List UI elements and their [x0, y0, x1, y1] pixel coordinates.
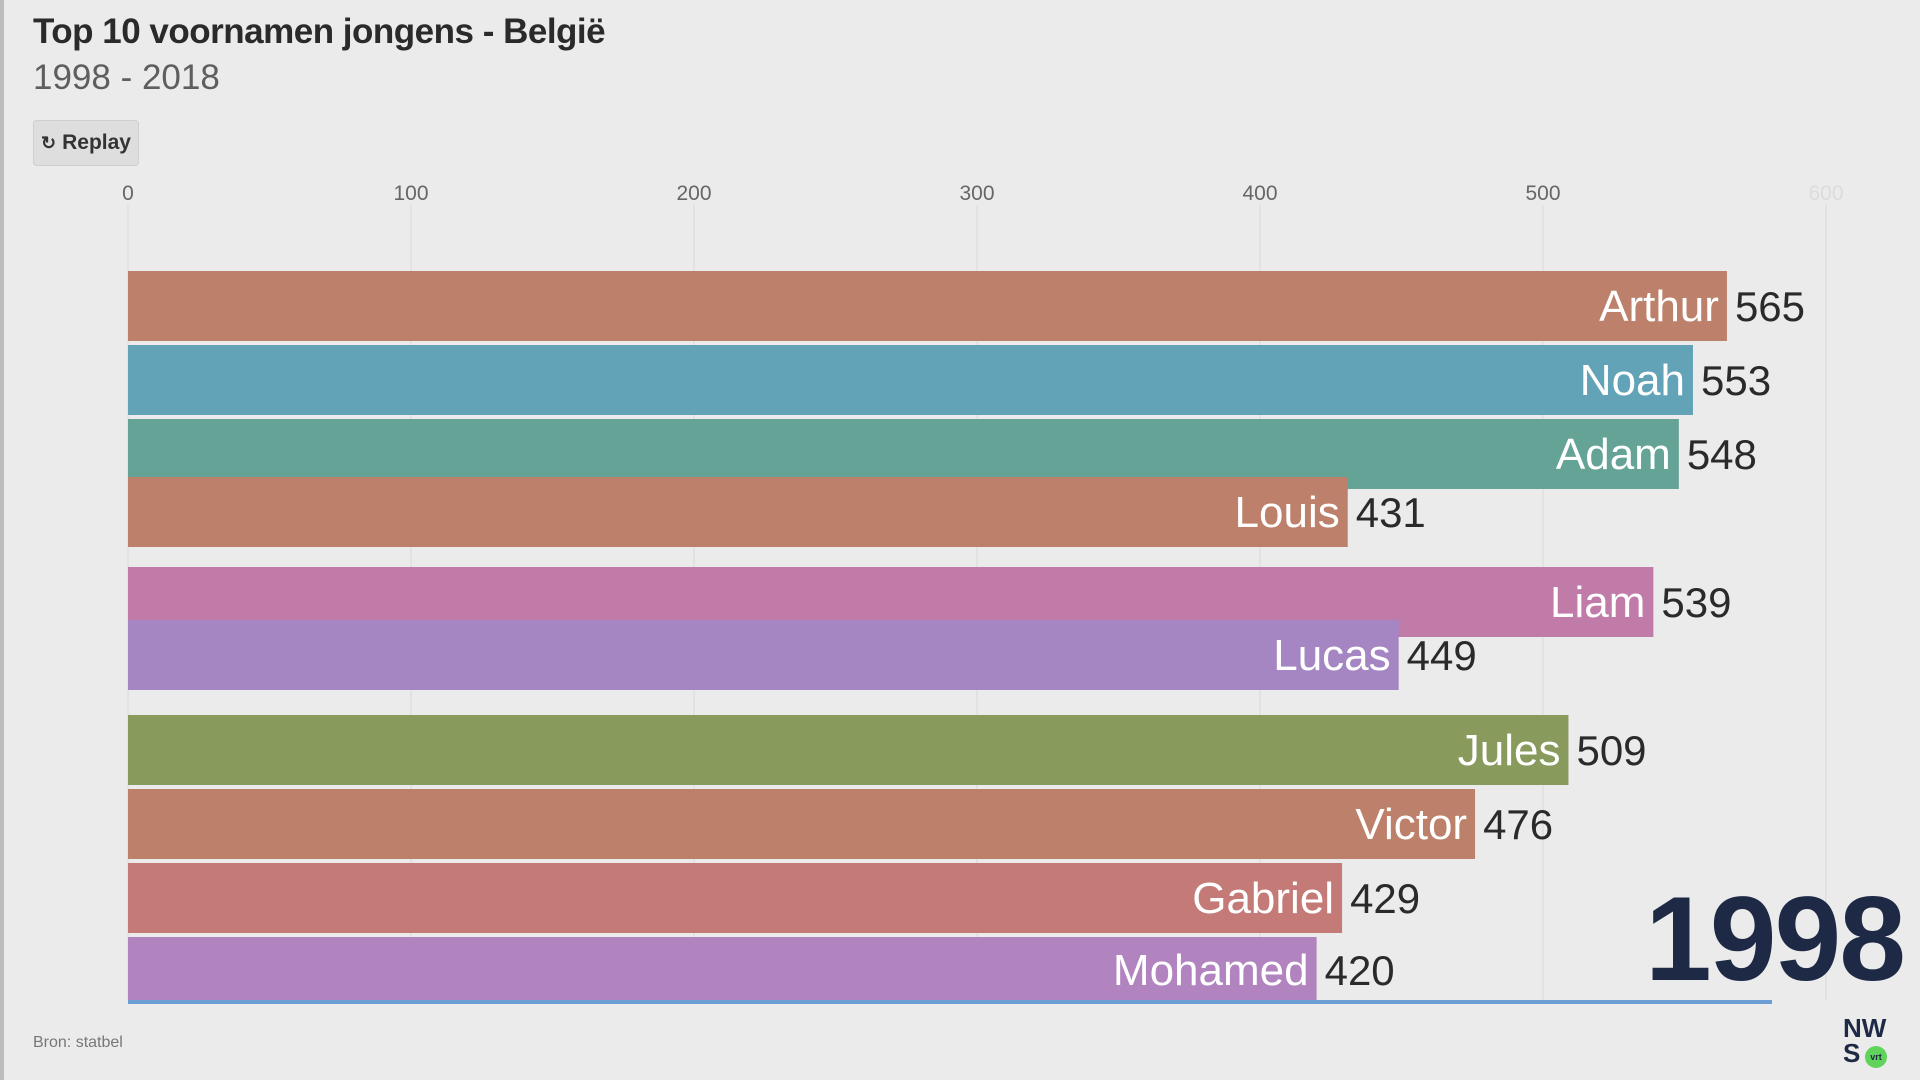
bar-noah: [128, 345, 1693, 415]
bar-arthur: [128, 271, 1727, 341]
bar-name-label: Noah: [1580, 356, 1685, 405]
bar-value-label: 548: [1687, 431, 1757, 478]
bar-louis: [128, 477, 1348, 547]
bar-name-label: Louis: [1235, 488, 1340, 537]
replay-icon: ↻: [41, 132, 57, 153]
x-tick-label: 600: [1808, 182, 1843, 205]
bar-name-label: Victor: [1355, 800, 1467, 849]
x-tick-label: 200: [676, 182, 711, 205]
bar-gabriel: [128, 863, 1343, 933]
bar-mohamed: [128, 937, 1317, 1003]
left-border: [0, 0, 4, 1080]
vrt-nws-logo: NW S vrt: [1843, 1013, 1897, 1070]
replay-button[interactable]: ↻ Replay: [33, 120, 139, 166]
x-tick-label: 100: [393, 182, 428, 205]
bar-name-label: Adam: [1556, 430, 1671, 479]
source-note: Bron: statbel: [33, 1034, 123, 1051]
bar-value-label: 553: [1701, 357, 1771, 404]
bar-value-label: 539: [1661, 579, 1731, 626]
bar-value-label: 509: [1576, 727, 1646, 774]
year-label: 1998: [1645, 872, 1906, 1006]
bar-name-label: Jules: [1458, 726, 1561, 775]
bar-value-label: 420: [1325, 947, 1395, 994]
bar-value-label: 429: [1350, 875, 1420, 922]
chart-title: Top 10 voornamen jongens - België: [33, 12, 606, 51]
x-tick-label: 400: [1242, 182, 1277, 205]
bar-value-label: 431: [1356, 489, 1426, 536]
bar-value-label: 476: [1483, 801, 1553, 848]
bar-lucas: [128, 620, 1399, 690]
x-tick-label: 0: [122, 182, 134, 205]
logo-badge: vrt: [1865, 1046, 1887, 1068]
bar-name-label: Arthur: [1599, 282, 1719, 331]
replay-label: Replay: [62, 131, 131, 154]
logo-text-top: NW: [1843, 1013, 1887, 1043]
logo-text-bottom: S: [1843, 1038, 1861, 1068]
bar-name-label: Lucas: [1273, 631, 1390, 680]
bar-name-label: Gabriel: [1192, 874, 1334, 923]
bar-name-label: Mohamed: [1113, 946, 1309, 995]
bar-value-label: 565: [1735, 283, 1805, 330]
bar-name-label: Liam: [1550, 578, 1645, 627]
bar-value-label: 449: [1407, 632, 1477, 679]
x-tick-label: 500: [1525, 182, 1560, 205]
bar-jules: [128, 715, 1569, 785]
chart-subtitle: 1998 - 2018: [33, 58, 220, 97]
bar-victor: [128, 789, 1476, 859]
x-tick-label: 300: [959, 182, 994, 205]
